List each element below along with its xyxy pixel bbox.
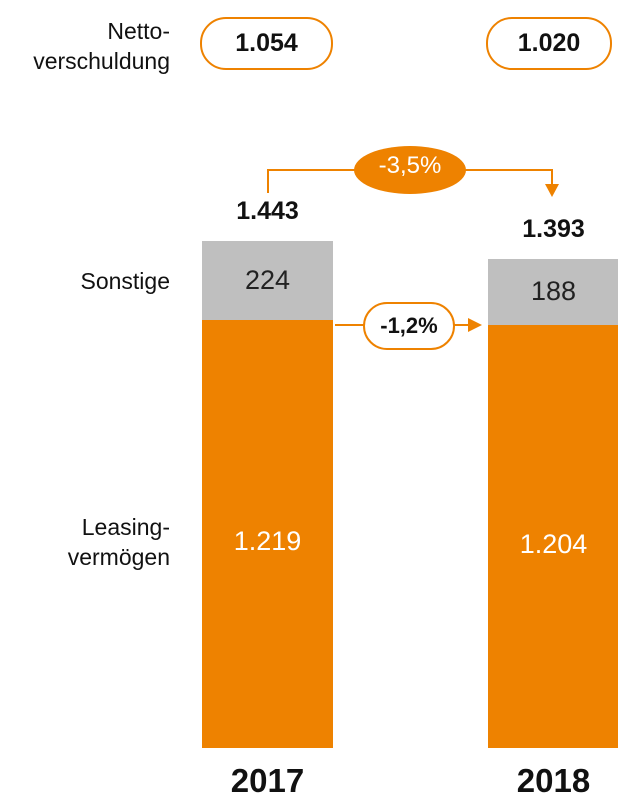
- x-tick-label: 2018: [516, 762, 591, 799]
- x-tick-label: 2017: [230, 762, 305, 799]
- total-label: 1.443: [236, 197, 299, 226]
- bar-segment: [488, 325, 618, 748]
- arrow-head: [545, 184, 559, 197]
- value-label: 224: [244, 264, 291, 295]
- legend-label: Sonstige: [80, 267, 170, 294]
- value-label: 1.204: [519, 528, 588, 559]
- value-label: 188: [530, 276, 577, 307]
- arrow-head: [468, 318, 482, 332]
- total-label: 1.393: [522, 214, 585, 243]
- annotation: -1,2%: [363, 302, 455, 350]
- annotation: -3,5%: [378, 152, 442, 179]
- net-debt-label: Netto- verschuldung: [33, 18, 170, 74]
- bar-segment: [488, 259, 618, 326]
- legend-label: Leasing- vermögen: [67, 514, 170, 570]
- value-label: 1.219: [233, 526, 302, 556]
- net-debt-value: 1.054: [200, 17, 333, 70]
- net-debt-value: 1.020: [486, 17, 612, 70]
- bar-segment: [202, 320, 333, 748]
- change-badge: [354, 146, 466, 194]
- bar-segment: [202, 241, 333, 320]
